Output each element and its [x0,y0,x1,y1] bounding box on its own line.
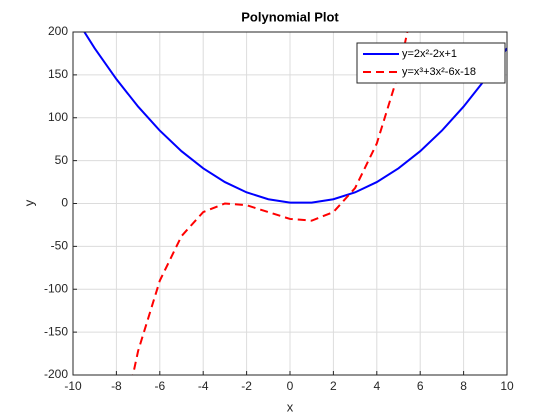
y-tick-label: 150 [48,67,68,81]
y-tick-label: -150 [44,324,68,338]
x-tick-label: 2 [330,379,337,393]
series-line [83,32,507,204]
series-line [131,32,409,375]
legend: y=2x²-2x+1 y=x³+3x²-6x-18 [356,42,506,84]
lines [83,32,507,375]
x-tick-label: -10 [64,379,82,393]
x-tick-label: 6 [417,379,424,393]
legend-label: y=2x²-2x+1 [402,48,457,60]
y-tick-label: 50 [55,153,69,167]
x-tick-label: 10 [500,379,514,393]
y-tick-label: -200 [44,367,68,381]
y-tick-label: -50 [51,239,69,253]
x-tick-label: -8 [111,379,122,393]
x-tick-label: 4 [373,379,380,393]
ticks: -10 -8 -6 -4 -2 0 2 4 6 8 10 -200 -150 -100 -50 0 50 100 1… [44,24,514,393]
y-tick-label: 0 [61,196,68,210]
legend-box [356,42,506,84]
chart-title: Polynomial Plot [241,9,339,24]
x-tick-label: 8 [460,379,467,393]
x-tick-label: -2 [241,379,252,393]
x-tick-label: -6 [154,379,165,393]
x-axis-label: x [287,399,294,414]
y-axis-label: y [21,199,36,206]
legend-label: y=x³+3x²-6x-18 [402,66,476,78]
y-tick-label: 200 [48,24,68,38]
y-tick-label: -100 [44,281,68,295]
y-tick-label: 100 [48,110,68,124]
x-tick-label: 0 [287,379,294,393]
x-tick-label: -4 [198,379,209,393]
